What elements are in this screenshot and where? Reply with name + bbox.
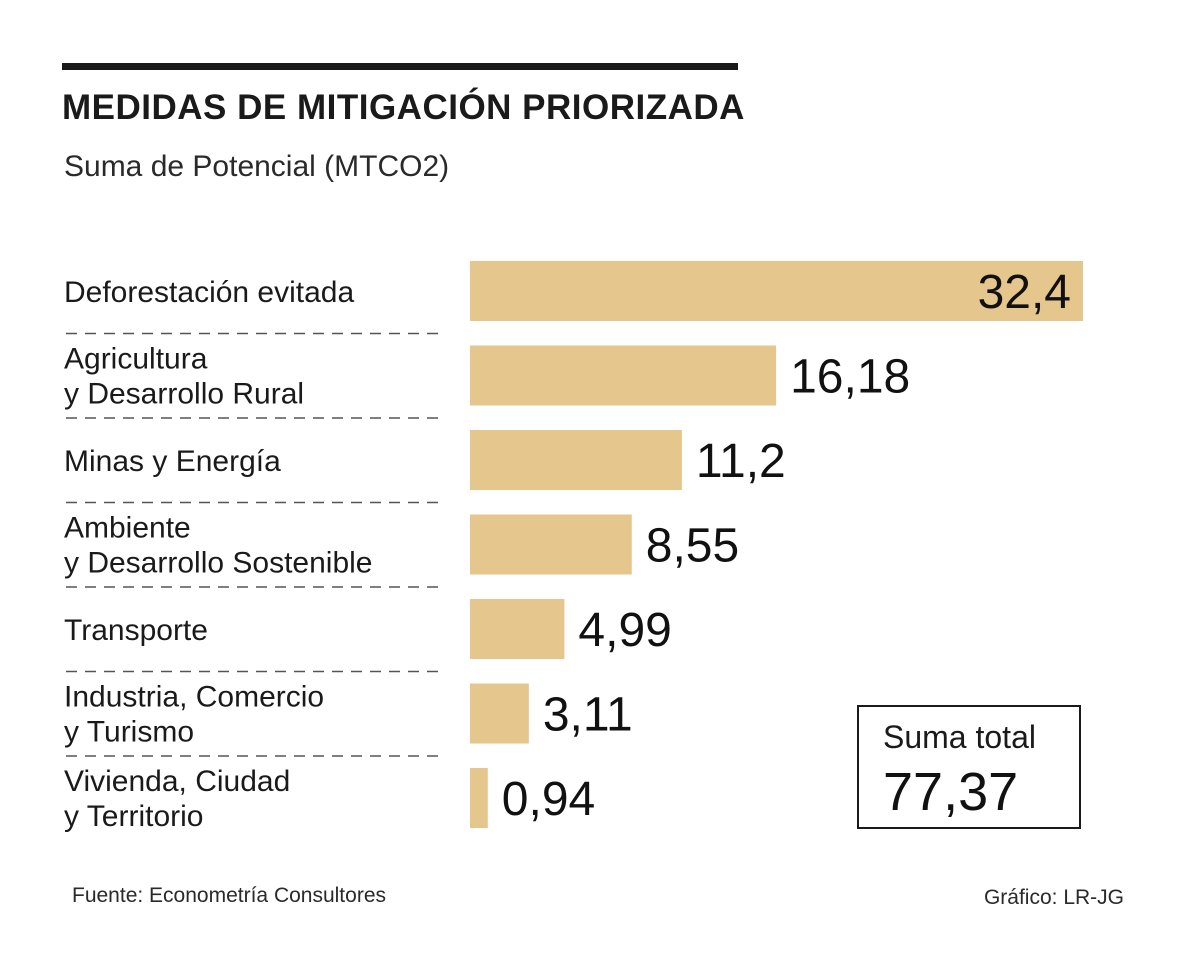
bar-3 bbox=[470, 514, 632, 575]
source-note: Fuente: Econometría Consultores bbox=[72, 884, 386, 907]
top-rule bbox=[62, 63, 738, 70]
value-label-3: 8,55 bbox=[646, 520, 739, 573]
bar-0 bbox=[470, 261, 1083, 321]
chart-subtitle: Suma de Potencial (MTCO2) bbox=[64, 150, 450, 183]
value-label-1: 16,18 bbox=[790, 351, 910, 404]
total-box: Suma total 77,37 bbox=[857, 705, 1081, 829]
bar-6 bbox=[470, 768, 488, 828]
category-label-0: Deforestación evitada bbox=[64, 276, 354, 309]
category-label-3: Ambiente y Desarrollo Sostenible bbox=[64, 512, 372, 580]
value-label-0: 32,4 bbox=[978, 266, 1071, 319]
chart-title: MEDIDAS DE MITIGACIÓN PRIORIZADA bbox=[62, 88, 745, 127]
category-label-1: Agricultura y Desarrollo Rural bbox=[64, 343, 304, 411]
category-label-5: Industria, Comercio y Turismo bbox=[64, 681, 324, 749]
value-label-6: 0,94 bbox=[502, 773, 595, 826]
total-value: 77,37 bbox=[883, 762, 1019, 822]
bar-4 bbox=[470, 599, 565, 659]
value-label-5: 3,11 bbox=[543, 689, 633, 742]
category-label-4: Transporte bbox=[64, 614, 208, 647]
value-label-2: 11,2 bbox=[696, 435, 786, 488]
category-label-6: Vivienda, Ciudad y Territorio bbox=[64, 765, 290, 833]
bar-2 bbox=[470, 430, 682, 490]
bar-1 bbox=[470, 345, 777, 406]
graphic-credit: Gráfico: LR-JG bbox=[983, 886, 1124, 909]
bar-5 bbox=[470, 683, 529, 744]
category-label-2: Minas y Energía bbox=[64, 445, 281, 478]
total-label: Suma total bbox=[883, 719, 1036, 755]
value-label-4: 4,99 bbox=[578, 604, 671, 657]
